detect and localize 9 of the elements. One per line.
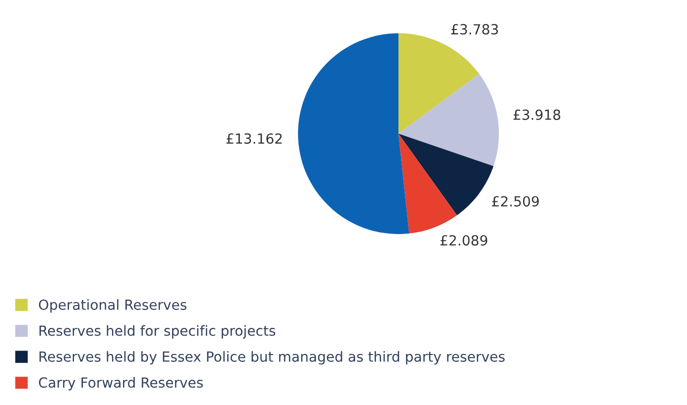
legend-label: Reserves held for specific projects	[40, 325, 276, 339]
data-label: £2.089	[440, 235, 488, 246]
legend-label: Reserves held by Essex Police but managed as third party reserves	[40, 351, 505, 365]
legend-label: Operational Reserves	[38, 299, 186, 313]
data-label: £3.783	[451, 24, 498, 35]
data-label: £13.162	[226, 133, 282, 144]
data-label: £3.918	[513, 109, 560, 120]
legend-label: Carry Forward Reserves	[38, 377, 203, 390]
data-label: £2.509	[492, 196, 539, 207]
